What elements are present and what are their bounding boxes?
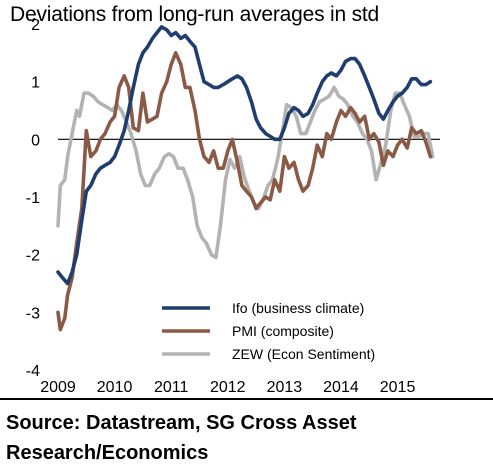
series-line-ifo bbox=[56, 25, 433, 286]
y-tick-label: -1 bbox=[26, 190, 40, 207]
y-tick-label: -3 bbox=[26, 305, 40, 322]
divider bbox=[0, 398, 493, 400]
x-tick-label: 2015 bbox=[380, 379, 416, 396]
series-line-pmi bbox=[56, 51, 433, 332]
x-tick-label: 2009 bbox=[40, 379, 76, 396]
legend-label: ZEW (Econ Sentiment) bbox=[232, 346, 375, 362]
x-tick-label: 2011 bbox=[154, 379, 189, 396]
y-tick-label: 0 bbox=[31, 132, 40, 149]
y-tick-label: 1 bbox=[31, 75, 40, 92]
y-tick-label: 2 bbox=[31, 17, 40, 34]
x-tick-label: 2012 bbox=[210, 379, 246, 396]
chart-title: Deviations from long-run averages in std bbox=[10, 3, 380, 26]
legend-label: PMI (composite) bbox=[232, 323, 334, 339]
source-note: Source: Datastream, SG Cross Asset Resea… bbox=[6, 412, 357, 464]
x-tick-label: 2014 bbox=[323, 379, 359, 396]
series-layer bbox=[56, 25, 435, 332]
legend-label: Ifo (business climate) bbox=[232, 300, 364, 316]
y-tick-label: -2 bbox=[26, 248, 40, 265]
y-tick-label: -4 bbox=[26, 363, 40, 380]
x-tick-label: 2013 bbox=[267, 379, 303, 396]
x-tick-label: 2010 bbox=[97, 379, 133, 396]
legend: Ifo (business climate) PMI (composite) ZEW… bbox=[162, 300, 375, 362]
